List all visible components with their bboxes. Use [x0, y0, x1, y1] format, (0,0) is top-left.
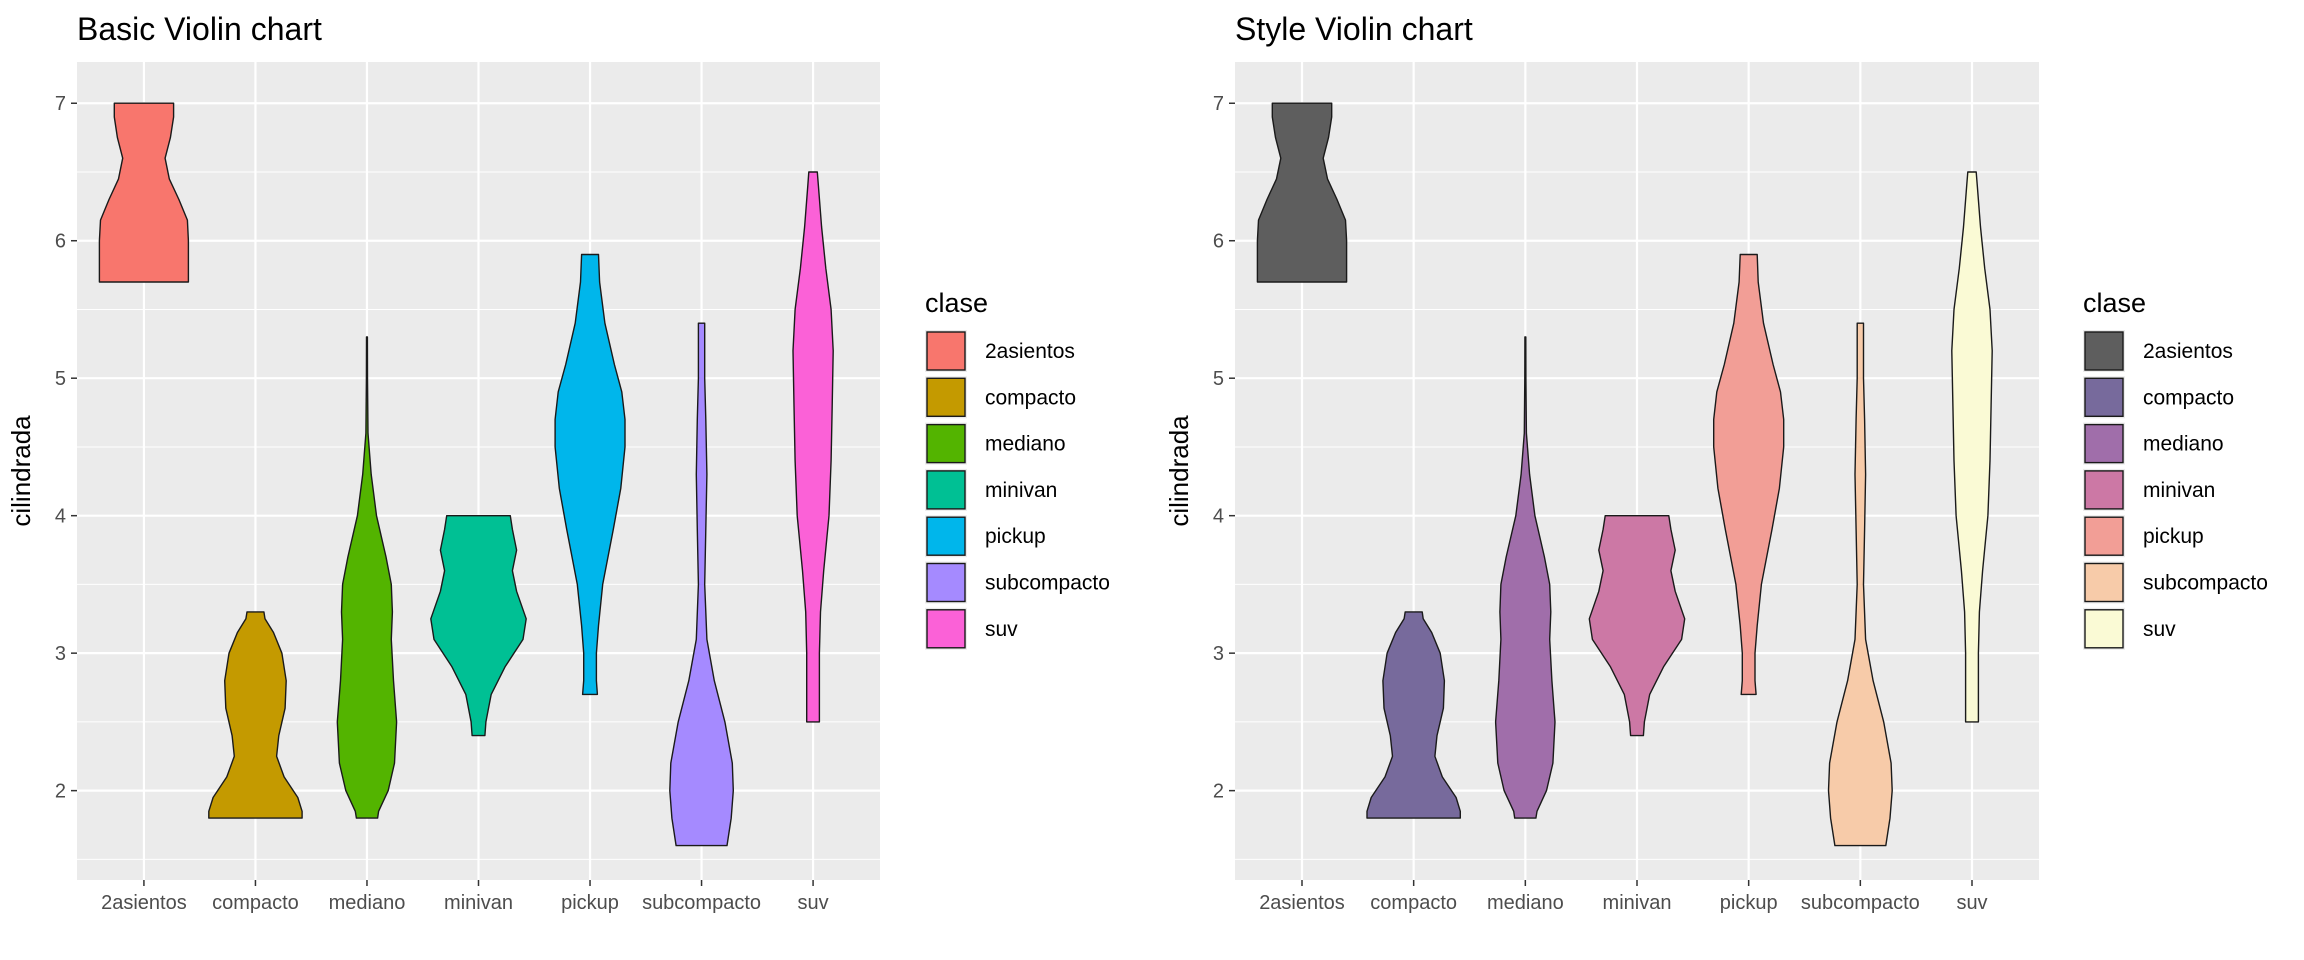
legend-label: mediano	[2143, 433, 2224, 456]
x-tick-label: mediano	[329, 892, 406, 914]
x-tick-label: compacto	[1370, 892, 1457, 914]
legend-swatch-pickup	[926, 516, 966, 556]
x-tick-label: pickup	[1720, 892, 1778, 914]
y-tick-label: 4	[55, 506, 66, 528]
violin-suv	[792, 171, 834, 723]
x-tick-label: mediano	[1487, 892, 1564, 914]
legend-label: subcompacto	[985, 572, 1110, 595]
y-tick-label: 2	[55, 781, 66, 803]
y-tick-label: 6	[1213, 231, 1224, 253]
legend-swatch-suv	[2084, 609, 2124, 649]
legend-label: subcompacto	[2143, 572, 2268, 595]
y-tick-label: 7	[55, 93, 66, 115]
x-tick-label: 2asientos	[1259, 892, 1345, 914]
x-tick-label: suv	[798, 892, 829, 914]
chart-panel-1: 2 3 4 5 6 7 2asientos compacto mediano minivan pic…	[6, 11, 1110, 914]
y-tick-label: 4	[1213, 506, 1224, 528]
chart-title: Basic Violin chart	[77, 11, 322, 47]
legend-swatch-2asientos	[2084, 331, 2124, 371]
legend-label: suv	[985, 618, 1018, 641]
chart-panel-2: 2 3 4 5 6 7 2asientos compacto mediano minivan pic…	[1164, 11, 2268, 914]
legend-swatch-suv	[926, 609, 966, 649]
legend-swatch-mediano	[2084, 423, 2124, 464]
violin-2asientos	[1256, 102, 1348, 283]
y-tick-label: 7	[1213, 93, 1224, 115]
legend-swatch-2asientos	[926, 331, 966, 371]
legend-label: pickup	[2143, 525, 2204, 548]
x-tick-label: minivan	[1603, 892, 1672, 914]
legend-label: minivan	[985, 479, 1057, 502]
legend-title: clase	[2083, 288, 2146, 318]
legend-label: minivan	[2143, 479, 2215, 502]
legend-swatch-pickup	[2084, 516, 2124, 556]
legend-swatch-compacto	[2084, 377, 2124, 417]
y-tick-label: 6	[55, 231, 66, 253]
violin-compacto	[1366, 611, 1461, 819]
legend-swatch-mediano	[926, 423, 966, 464]
violin-subcompacto	[669, 322, 734, 847]
x-tick-label: minivan	[444, 892, 513, 914]
y-axis-title: cilindrada	[6, 415, 36, 527]
violin-2asientos	[98, 102, 190, 283]
violin-minivan	[1588, 515, 1686, 737]
legend: clase 2asientos compacto mediano minivan pick…	[925, 288, 1110, 650]
y-tick-label: 5	[1213, 368, 1224, 390]
legend-label: 2asientos	[985, 340, 1075, 363]
legend-label: pickup	[985, 525, 1046, 548]
x-tick-label: suv	[1956, 892, 1987, 914]
violin-minivan	[430, 515, 527, 737]
x-tick-label: subcompacto	[1801, 892, 1920, 914]
legend-swatch-compacto	[926, 377, 966, 417]
violin-mediano	[1494, 336, 1556, 819]
violin-suv	[1951, 171, 1993, 723]
violin-subcompacto	[1827, 322, 1893, 847]
violin-pickup	[554, 253, 626, 696]
legend-label: compacto	[2143, 386, 2234, 409]
violin-compacto	[208, 611, 303, 819]
legend-label: 2asientos	[2143, 340, 2233, 363]
violin-pickup	[1713, 253, 1785, 696]
legend-label: compacto	[985, 386, 1076, 409]
legend-label: suv	[2143, 618, 2176, 641]
legend-label: mediano	[985, 433, 1066, 456]
legend-swatch-subcompacto	[2084, 562, 2124, 603]
violin-mediano	[336, 336, 398, 819]
legend-swatch-subcompacto	[926, 562, 966, 603]
y-tick-label: 3	[1213, 643, 1224, 665]
legend-swatch-minivan	[2084, 470, 2124, 510]
x-tick-label: subcompacto	[642, 892, 761, 914]
x-tick-label: 2asientos	[101, 892, 187, 914]
legend-title: clase	[925, 288, 988, 318]
y-tick-label: 2	[1213, 781, 1224, 803]
y-tick-label: 5	[55, 368, 66, 390]
x-tick-label: compacto	[212, 892, 299, 914]
y-axis-title: cilindrada	[1164, 415, 1194, 527]
x-tick-label: pickup	[561, 892, 619, 914]
chart-title: Style Violin chart	[1235, 11, 1473, 47]
legend-swatch-minivan	[926, 470, 966, 510]
y-tick-label: 3	[55, 643, 66, 665]
legend: clase 2asientos compacto mediano minivan pick…	[2083, 288, 2268, 650]
